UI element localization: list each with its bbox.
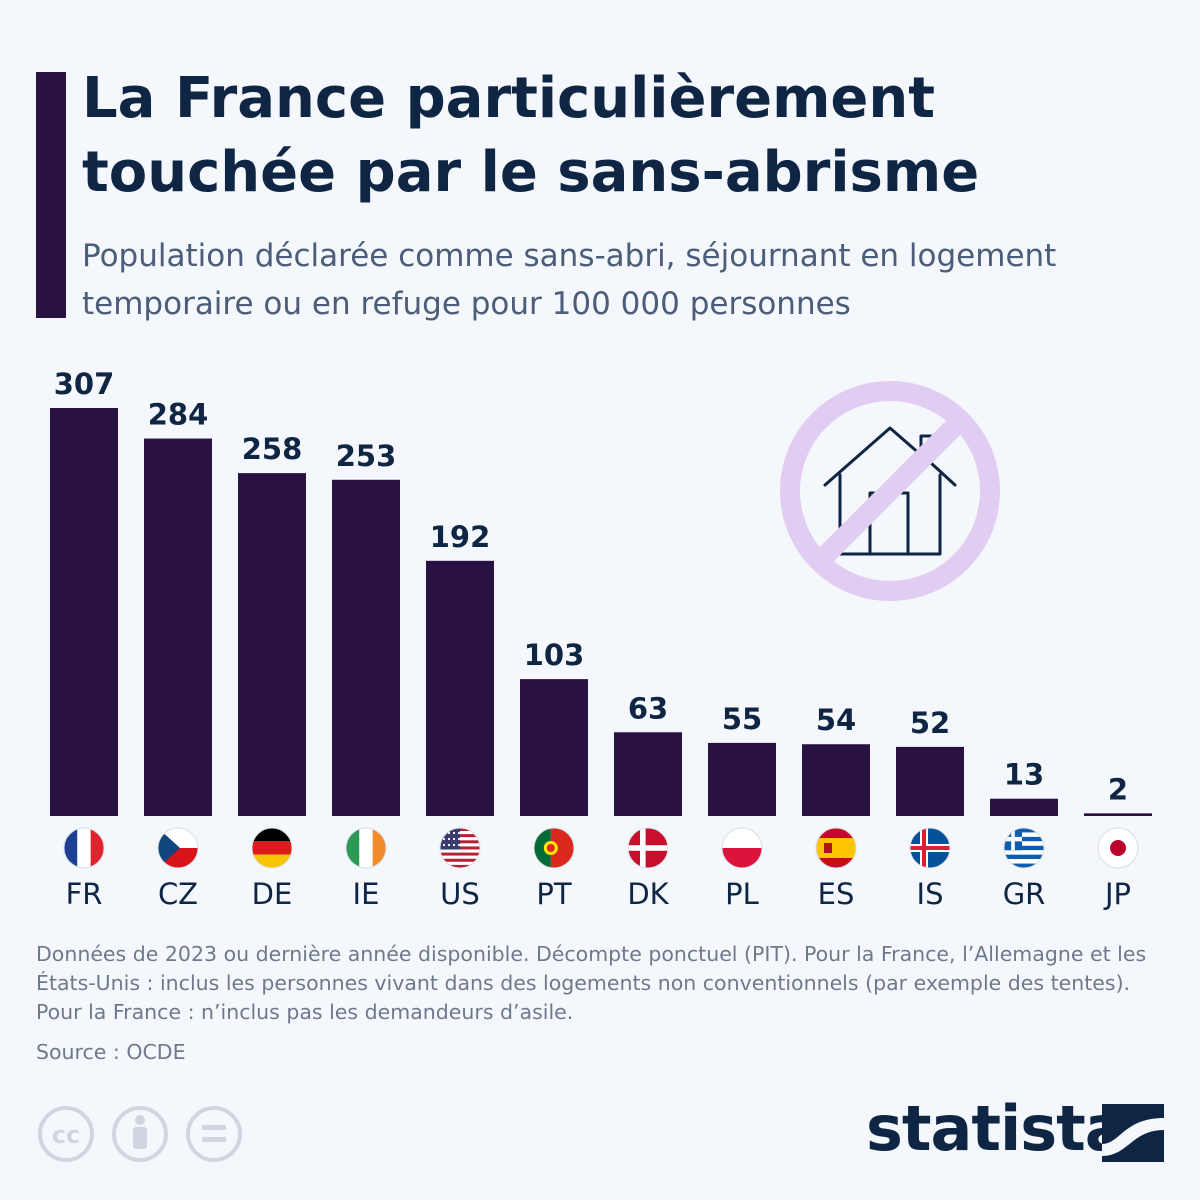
license-icons: cc: [38, 1106, 242, 1162]
bar-us: [426, 560, 494, 816]
data-label-cz: 284: [148, 398, 209, 432]
data-label-es: 54: [816, 703, 856, 737]
flag-dk-icon: [627, 827, 669, 869]
bar-pt: [520, 679, 588, 816]
page-subtitle: Population déclarée comme sans-abri, séj…: [82, 238, 1057, 322]
category-label-is: IS: [917, 877, 944, 911]
bar-de: [238, 473, 306, 816]
flag-es-icon: [815, 827, 857, 869]
cc-icon: cc: [38, 1106, 94, 1162]
data-label-is: 52: [910, 706, 950, 740]
data-label-gr: 13: [1004, 758, 1044, 792]
data-label-fr: 307: [54, 367, 115, 401]
bar-is: [896, 746, 964, 816]
no-house-icon: [780, 381, 1000, 601]
page-title: La France particulièrement touchée par l…: [82, 66, 980, 205]
data-label-jp: 2: [1108, 772, 1128, 806]
bar-fr: [50, 408, 118, 816]
source-line: Source : OCDE: [36, 1040, 186, 1064]
no-derivatives-icon: [186, 1106, 242, 1162]
category-label-jp: JP: [1103, 877, 1131, 911]
category-label-pl: PL: [725, 877, 759, 911]
category-label-ie: IE: [353, 877, 380, 911]
footnote: Données de 2023 ou dernière année dispon…: [36, 942, 1147, 1024]
data-label-pl: 55: [722, 702, 762, 736]
bar-dk: [614, 732, 682, 816]
bar-jp: [1084, 813, 1152, 816]
category-label-de: DE: [252, 877, 293, 911]
flag-is-icon: [909, 827, 951, 869]
bar-pl: [708, 742, 776, 816]
flag-cz-icon: [157, 827, 199, 869]
attribution-icon: [112, 1106, 168, 1162]
flag-de-icon: [251, 827, 293, 869]
bar-ie: [332, 479, 400, 816]
bar-es: [802, 744, 870, 816]
flag-us-icon: [439, 827, 481, 869]
category-label-cz: CZ: [158, 877, 198, 911]
statista-mark-icon: [1102, 1104, 1164, 1162]
data-label-de: 258: [242, 432, 303, 466]
data-label-us: 192: [430, 520, 491, 554]
category-label-es: ES: [818, 877, 855, 911]
bar-gr: [990, 798, 1058, 816]
flag-gr-icon: [1003, 827, 1045, 869]
flag-pl-icon: [721, 827, 763, 869]
statista-logo: statista: [866, 1092, 1127, 1165]
bar-chart: 307 FR 284 CZ 258 DE 253 IE 192 US 103 PT 63 DK 55 PL 54…: [50, 367, 1152, 911]
bar-cz: [144, 438, 212, 816]
data-label-dk: 63: [628, 691, 668, 725]
data-label-pt: 103: [524, 638, 585, 672]
category-label-pt: PT: [536, 877, 571, 911]
flag-jp-icon: [1097, 827, 1139, 869]
flag-ie-icon: [345, 827, 387, 869]
category-label-fr: FR: [66, 877, 103, 911]
svg-text:cc: cc: [52, 1121, 80, 1149]
title-accent-bar: [36, 72, 66, 318]
flag-pt-icon: [533, 827, 575, 869]
data-label-ie: 253: [336, 439, 397, 473]
category-label-dk: DK: [627, 877, 669, 911]
category-label-gr: GR: [1003, 877, 1046, 911]
flag-fr-icon: [63, 827, 105, 869]
category-label-us: US: [440, 877, 480, 911]
